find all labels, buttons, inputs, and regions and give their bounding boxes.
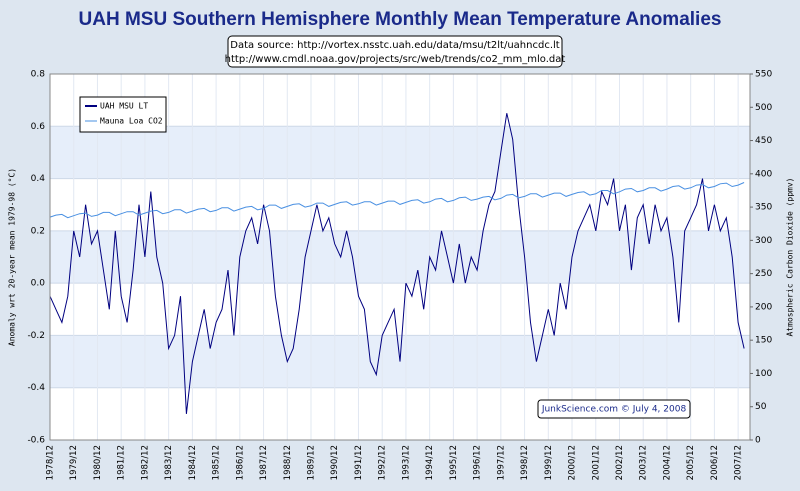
x-tick-label: 1995/12: [449, 445, 459, 480]
x-tick-label: 1978/12: [46, 445, 56, 480]
y-tick-label: -0.4: [27, 383, 45, 393]
x-tick-label: 2007/12: [734, 445, 744, 480]
x-tick-label: 2002/12: [615, 445, 625, 480]
y2-tick-label: 350: [755, 203, 772, 213]
legend-label: UAH MSU LT: [100, 102, 148, 111]
x-tick-label: 1980/12: [93, 445, 103, 480]
series-line: [49, 182, 745, 219]
y2-tick-label: 450: [755, 136, 772, 146]
x-tick-label: 2000/12: [568, 445, 578, 480]
chart-title: UAH MSU Southern Hemisphere Monthly Mean…: [79, 9, 722, 30]
y-tick-label: 0.0: [31, 279, 46, 289]
x-tick-label: 1999/12: [544, 445, 554, 480]
x-tick-label: 2003/12: [639, 445, 649, 480]
x-tick-label: 1982/12: [140, 445, 150, 480]
y-tick-label: 0.4: [31, 174, 46, 184]
x-tick-label: 2006/12: [710, 445, 720, 480]
y-tick-label: 0.6: [31, 122, 46, 132]
x-tick-label: 1988/12: [283, 445, 293, 480]
annotation: JunkScience.com © July 4, 2008: [541, 405, 687, 415]
subtitle: Data source: http://vortex.nsstc.uah.edu…: [230, 40, 559, 51]
y2-tick-label: 100: [755, 369, 772, 379]
x-tick-label: 1997/12: [496, 445, 506, 480]
band: [50, 126, 750, 179]
y2-tick-label: 250: [755, 269, 772, 279]
x-tick-label: 1986/12: [235, 445, 245, 480]
x-tick-label: 1992/12: [378, 445, 388, 480]
x-tick-label: 2005/12: [686, 445, 696, 480]
y2-axis-label: Atmospheric Carbon Dioxide (ppmv): [786, 178, 795, 337]
x-tick-label: 1981/12: [117, 445, 127, 480]
y2-tick-label: 150: [755, 336, 772, 346]
y2-tick-label: 50: [755, 402, 767, 412]
y-axis-label: Anomaly wrt 20-year mean 1979-98 (°C): [8, 168, 17, 346]
subtitle-box: [227, 35, 563, 68]
subtitle: http://www.cmdl.noaa.gov/projects/src/we…: [225, 54, 566, 65]
y-tick-label: -0.6: [27, 436, 45, 446]
legend: [79, 96, 167, 133]
x-tick-label: 1989/12: [307, 445, 317, 480]
x-tick-label: 1979/12: [69, 445, 79, 480]
y-tick-label: -0.2: [27, 331, 45, 341]
x-tick-label: 1994/12: [425, 445, 435, 480]
legend-label: Mauna Loa CO2: [100, 117, 163, 126]
y2-tick-label: 0: [755, 436, 761, 446]
x-tick-label: 1991/12: [354, 445, 364, 480]
plot-frame: [49, 73, 751, 441]
y2-tick-label: 500: [755, 103, 772, 113]
annotation-box: [537, 399, 691, 419]
y2-tick-label: 550: [755, 70, 772, 80]
x-tick-label: 1993/12: [401, 445, 411, 480]
x-tick-label: 1984/12: [188, 445, 198, 480]
x-tick-label: 1983/12: [164, 445, 174, 480]
x-tick-label: 2001/12: [591, 445, 601, 480]
x-tick-label: 1996/12: [473, 445, 483, 480]
y-tick-label: 0.2: [31, 226, 45, 236]
y-tick-label: 0.8: [31, 70, 46, 80]
series-line: [49, 113, 745, 414]
y2-tick-label: 400: [755, 169, 772, 179]
y2-tick-label: 200: [755, 302, 772, 312]
x-tick-label: 1990/12: [330, 445, 340, 480]
x-tick-label: 1987/12: [259, 445, 269, 480]
x-tick-label: 2004/12: [662, 445, 672, 480]
x-tick-label: 1985/12: [212, 445, 222, 480]
x-tick-label: 1998/12: [520, 445, 530, 480]
y2-tick-label: 300: [755, 236, 772, 246]
